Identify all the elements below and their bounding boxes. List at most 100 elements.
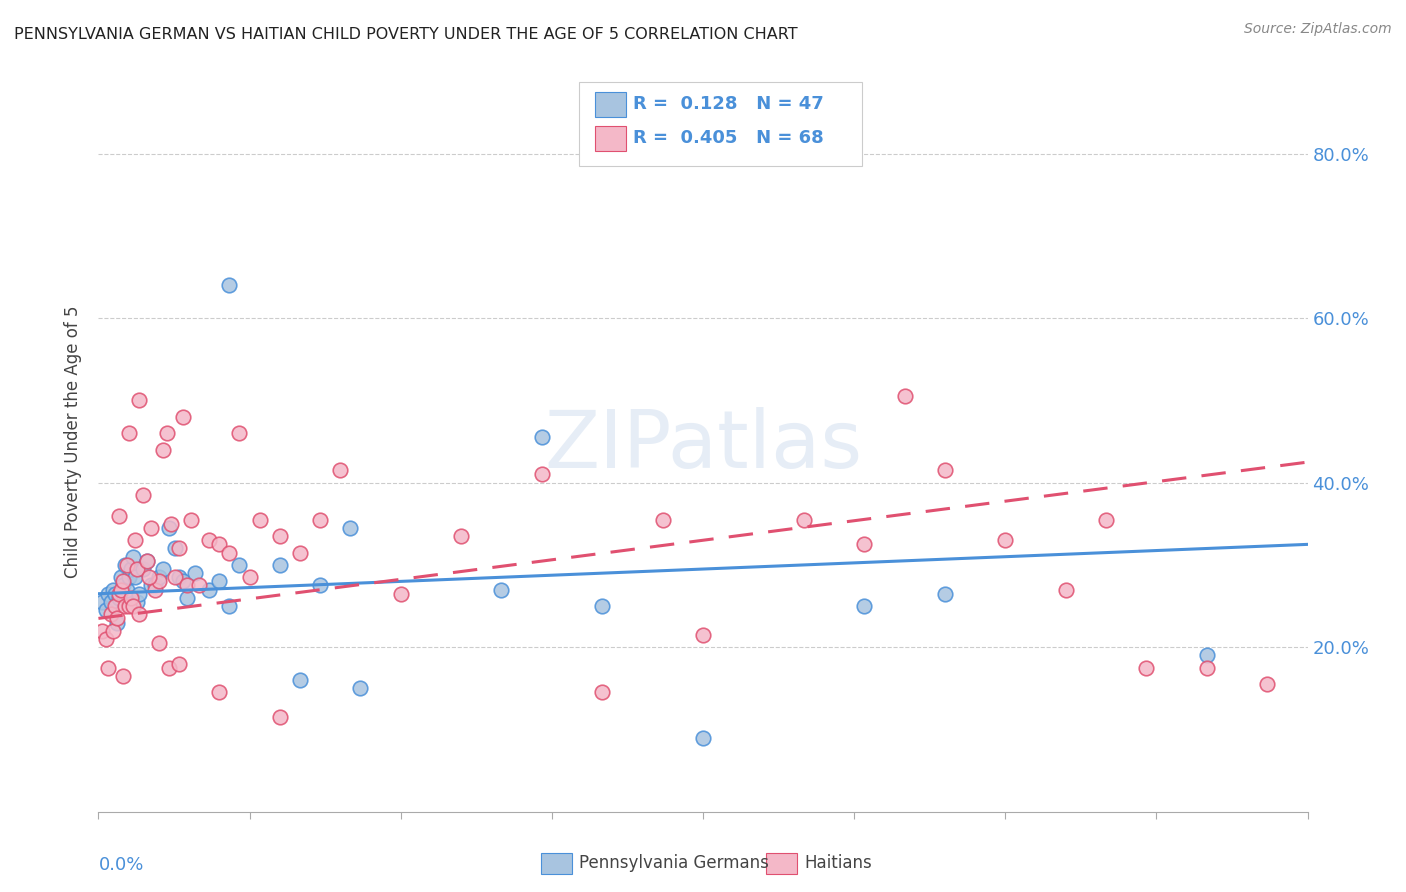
Point (172, 409, 194, 424)
Point (239, 570, 262, 584)
Point (101, 624, 124, 638)
Point (180, 513, 202, 527)
Point (1054, 582, 1077, 597)
Point (96, 632, 118, 646)
Point (143, 582, 166, 597)
Point (249, 513, 271, 527)
Point (135, 554, 157, 568)
Point (124, 533, 146, 548)
Point (176, 591, 198, 605)
Point (124, 570, 146, 584)
Point (107, 508, 129, 523)
Point (110, 582, 132, 597)
Point (288, 545, 311, 560)
Point (101, 582, 124, 597)
Point (125, 562, 148, 576)
Point (188, 578, 211, 592)
Point (97, 587, 120, 601)
Point (167, 570, 190, 584)
Point (115, 582, 138, 597)
Point (651, 513, 673, 527)
Point (1095, 513, 1118, 527)
Point (269, 558, 291, 572)
Point (96, 603, 118, 617)
Point (148, 574, 170, 589)
Point (692, 628, 714, 642)
Point (157, 661, 180, 675)
Point (139, 578, 162, 592)
Point (120, 562, 142, 576)
Point (1256, 677, 1278, 691)
Point (1195, 661, 1218, 675)
Y-axis label: Child Poverty Under the Age of 5: Child Poverty Under the Age of 5 (65, 305, 83, 578)
Point (934, 463, 956, 477)
Point (114, 558, 136, 572)
Point (198, 533, 221, 548)
Point (853, 537, 876, 551)
Point (530, 430, 553, 444)
Point (125, 595, 148, 609)
Point (692, 731, 714, 745)
Point (105, 615, 128, 630)
Point (228, 426, 250, 441)
Point (269, 529, 291, 543)
Point (105, 611, 128, 625)
Point (128, 607, 150, 622)
Point (269, 710, 291, 724)
Point (103, 587, 125, 601)
Point (107, 591, 129, 605)
Point (309, 578, 332, 592)
Point (176, 578, 198, 592)
Point (228, 558, 250, 572)
Point (349, 681, 371, 696)
Point (132, 488, 155, 502)
Point (138, 570, 160, 584)
Point (121, 549, 143, 564)
Text: Haitians: Haitians (804, 855, 872, 872)
Point (591, 599, 613, 613)
Point (91, 595, 114, 609)
Point (934, 587, 956, 601)
Point (156, 426, 179, 441)
Point (167, 657, 190, 671)
Point (309, 513, 332, 527)
Point (121, 599, 143, 613)
Point (208, 685, 231, 699)
Point (1195, 648, 1218, 663)
Text: ZIPatlas: ZIPatlas (544, 407, 862, 485)
Point (91, 624, 114, 638)
Point (128, 393, 150, 408)
Point (114, 599, 136, 613)
Point (152, 562, 174, 576)
Text: Source: ZipAtlas.com: Source: ZipAtlas.com (1244, 22, 1392, 37)
Point (389, 587, 412, 601)
Point (208, 574, 231, 589)
Point (118, 599, 141, 613)
Point (148, 636, 170, 650)
Point (994, 533, 1017, 548)
Point (184, 566, 207, 581)
Point (893, 389, 915, 403)
Point (132, 562, 155, 576)
Point (793, 513, 815, 527)
Point (111, 578, 134, 592)
Text: R =  0.128   N = 47: R = 0.128 N = 47 (633, 95, 824, 113)
Point (152, 442, 174, 457)
Point (115, 558, 138, 572)
Point (530, 467, 553, 482)
Point (128, 587, 150, 601)
Point (118, 426, 141, 441)
Point (218, 545, 240, 560)
Text: PENNSYLVANIA GERMAN VS HAITIAN CHILD POVERTY UNDER THE AGE OF 5 CORRELATION CHAR: PENNSYLVANIA GERMAN VS HAITIAN CHILD POV… (14, 27, 797, 42)
Point (160, 516, 183, 531)
Point (491, 582, 513, 597)
Point (103, 599, 125, 613)
Point (111, 669, 134, 683)
Point (118, 570, 141, 584)
Point (339, 521, 361, 535)
Point (288, 673, 311, 687)
Point (97, 661, 120, 675)
Point (591, 685, 613, 699)
Point (107, 587, 129, 601)
Point (208, 537, 231, 551)
